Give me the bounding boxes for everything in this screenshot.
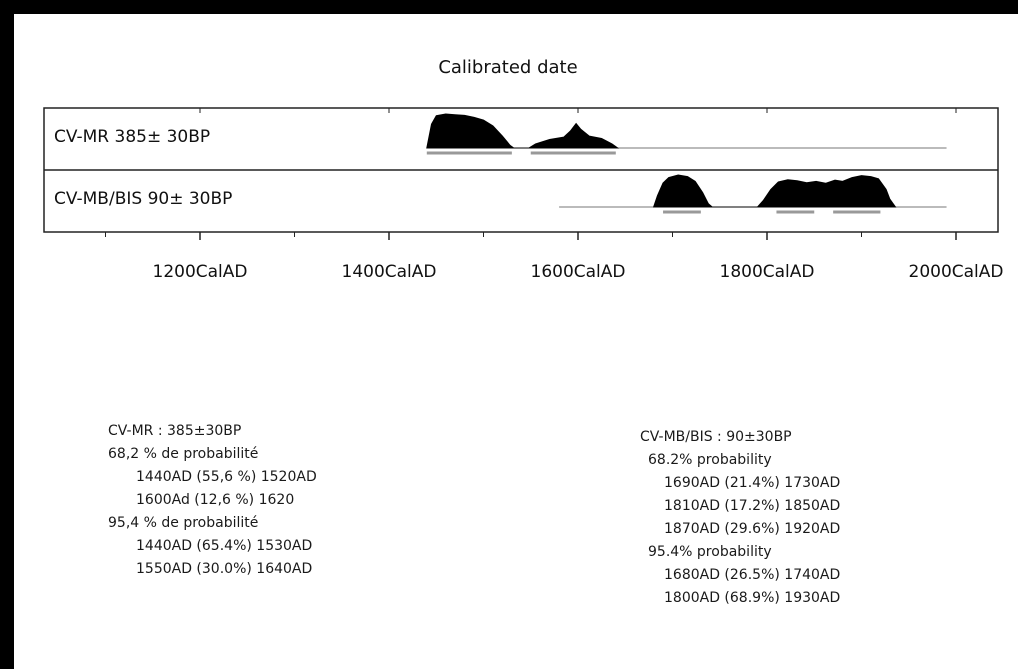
series-label-1: CV-MR 385± 30BP <box>54 127 210 147</box>
legend-left-title: CV-MR : 385±30BP <box>108 423 242 439</box>
legend-left-line: 68,2 % de probabilité <box>108 446 259 462</box>
legend-left-line: 95,4 % de probabilité <box>108 515 259 531</box>
legend-left-line: 1440AD (65.4%) 1530AD <box>136 538 313 554</box>
legend-left-line: 1550AD (30.0%) 1640AD <box>136 561 313 577</box>
density-hump <box>426 113 516 149</box>
density-hump <box>527 122 620 149</box>
x-tick-label: 2000CalAD <box>909 262 1004 282</box>
legend-right-line: 1680AD (26.5%) 1740AD <box>664 567 841 583</box>
legend-left: CV-MR : 385±30BP 68,2 % de probabilité 1… <box>108 420 317 581</box>
x-tick-label: 1600CalAD <box>531 262 626 282</box>
legend-right-line: 68.2% probability <box>648 452 772 468</box>
series-label-2: CV-MB/BIS 90± 30BP <box>54 189 232 209</box>
figure-frame: Calibrated date CV-MR 385± 30BP CV-MB/BI… <box>14 14 1018 669</box>
legend-right-line: 1870AD (29.6%) 1920AD <box>664 521 841 537</box>
legend-right-title: CV-MB/BIS : 90±30BP <box>640 429 792 445</box>
x-tick-label: 1400CalAD <box>342 262 437 282</box>
legend-right-line: 95.4% probability <box>648 544 772 560</box>
legend-right-line: 1800AD (68.9%) 1930AD <box>664 590 841 606</box>
legend-left-line: 1600Ad (12,6 %) 1620 <box>136 492 295 508</box>
density-hump <box>756 175 897 208</box>
legend-right: CV-MB/BIS : 90±30BP 68.2% probability 16… <box>640 426 840 610</box>
density-hump <box>652 174 714 208</box>
density-curves <box>426 113 947 214</box>
x-tick-label: 1200CalAD <box>153 262 248 282</box>
legend-right-line: 1690AD (21.4%) 1730AD <box>664 475 841 491</box>
x-tick-label: 1800CalAD <box>720 262 815 282</box>
legend-left-line: 1440AD (55,6 %) 1520AD <box>136 469 317 485</box>
x-axis-ticks: 1200CalAD 1400CalAD 1600CalAD 1800CalAD 2000… <box>105 108 1004 282</box>
chart-title: Calibrated date <box>438 57 577 78</box>
legend-right-line: 1810AD (17.2%) 1850AD <box>664 498 841 514</box>
calibration-chart: Calibrated date CV-MR 385± 30BP CV-MB/BI… <box>43 57 1004 282</box>
